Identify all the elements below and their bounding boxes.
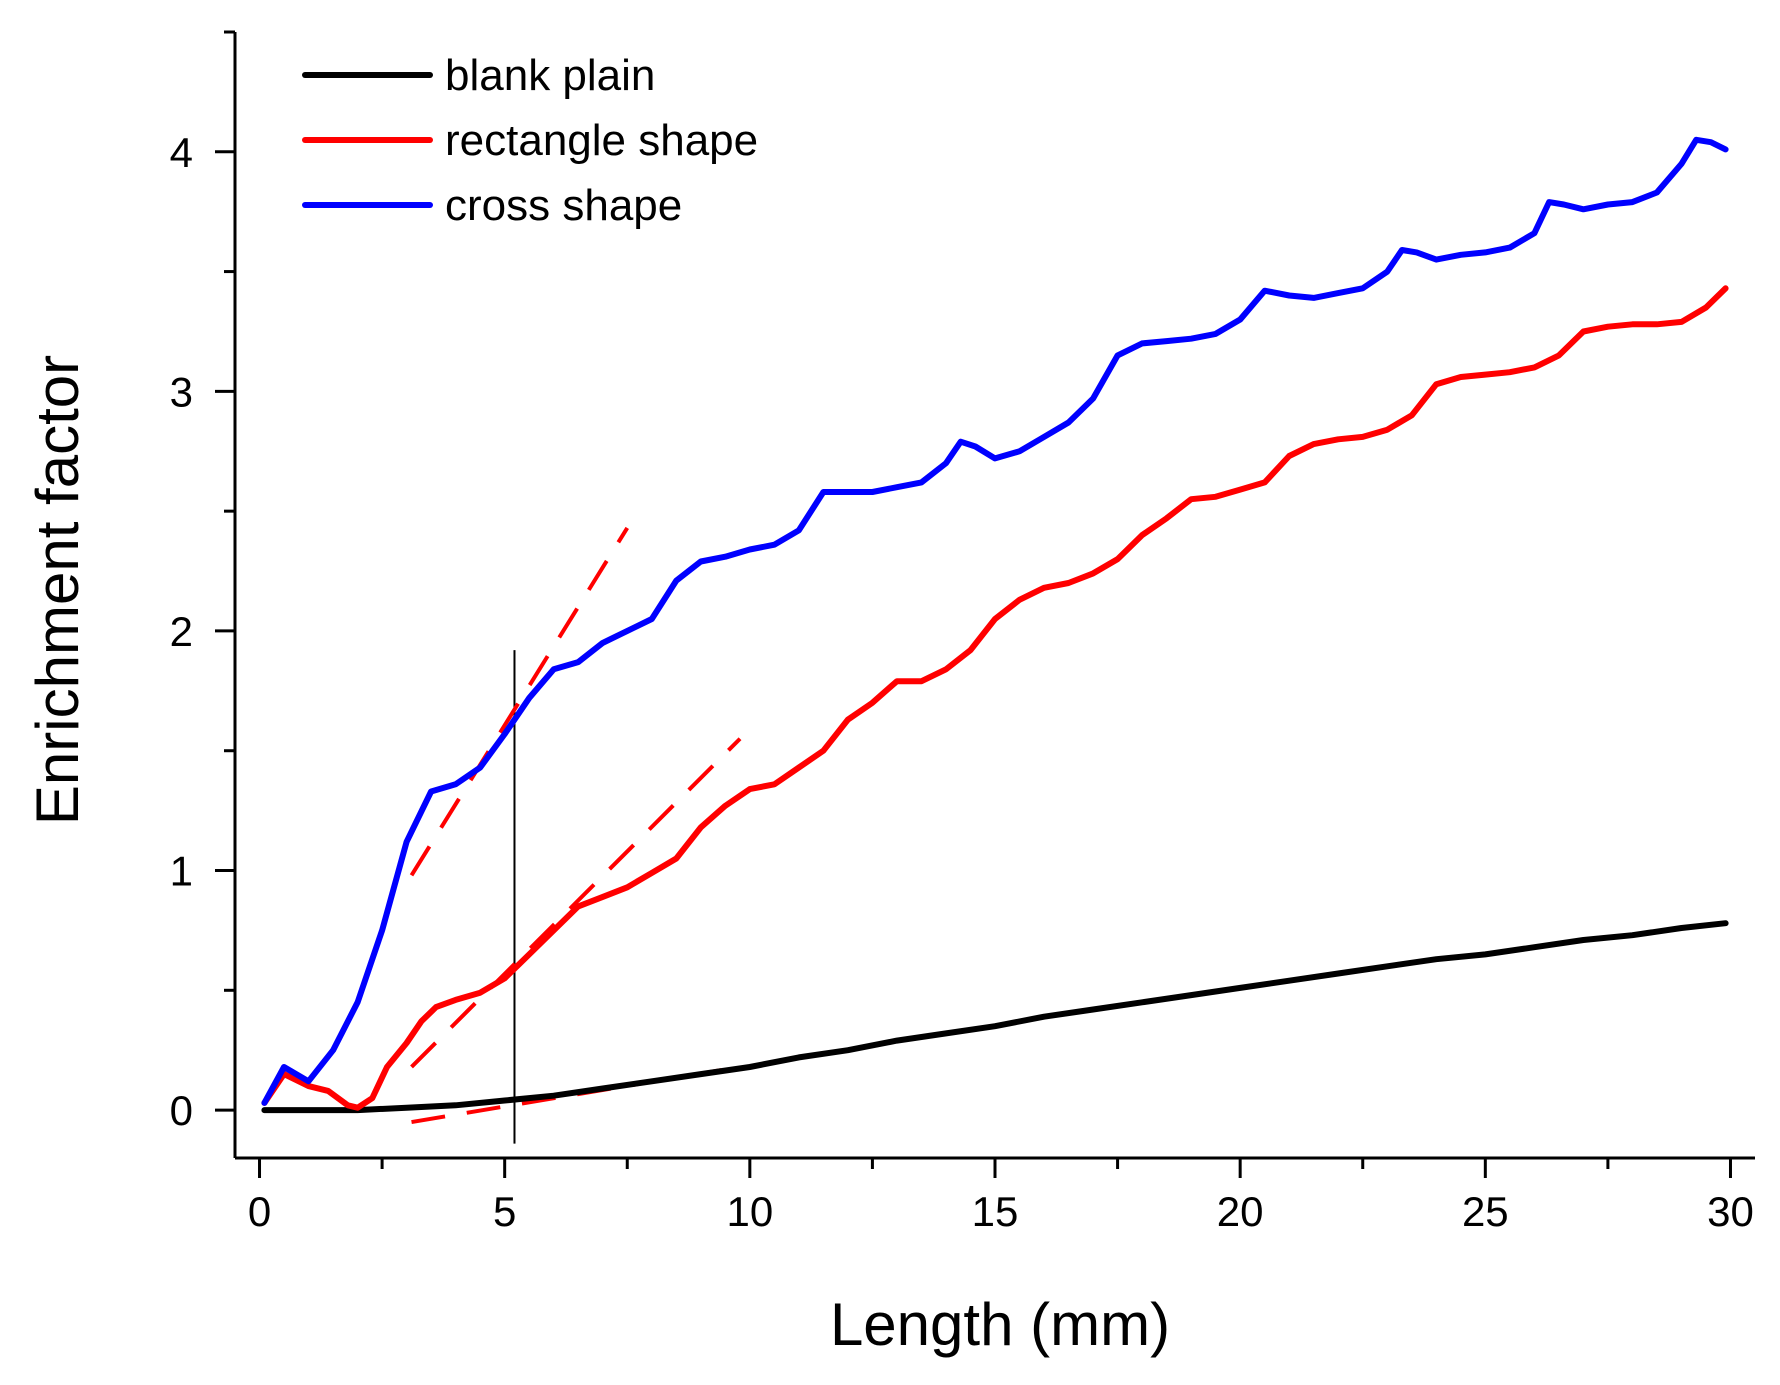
- y-tick-label: 2: [170, 608, 193, 655]
- axis-tick-labels: 0 5 10 15 20 25 30 0 1 2 3 4: [170, 129, 1754, 1235]
- y-tick-label: 1: [170, 848, 193, 895]
- series-line-rectangle-shape: [261, 285, 1729, 1111]
- x-tick-label: 20: [1217, 1188, 1264, 1235]
- x-tick-label: 5: [493, 1188, 516, 1235]
- y-tick-label: 0: [170, 1087, 193, 1134]
- annotations: [409, 526, 742, 1144]
- legend-label: blank plain: [445, 51, 655, 100]
- legend: blank plain rectangle shape cross shape: [302, 51, 758, 230]
- series-line-blank-plain: [261, 920, 1729, 1114]
- series-line-cross-shape: [261, 136, 1729, 1106]
- legend-label: rectangle shape: [445, 116, 758, 165]
- y-tick-label: 3: [170, 368, 193, 415]
- x-tick-label: 10: [726, 1188, 773, 1235]
- y-tick-label: 4: [170, 129, 193, 176]
- x-tick-label: 25: [1462, 1188, 1509, 1235]
- y-axis-title: Enrichment factor: [24, 355, 91, 825]
- fit-dashed-line: [410, 737, 742, 1069]
- fit-dashed-line: [409, 526, 629, 877]
- x-axis-title: Length (mm): [830, 1291, 1170, 1358]
- legend-label: cross shape: [445, 181, 682, 230]
- axis-ticks: [215, 30, 1732, 1178]
- x-tick-label: 0: [248, 1188, 271, 1235]
- series-lines: [261, 136, 1729, 1114]
- x-tick-label: 15: [972, 1188, 1019, 1235]
- x-tick-label: 30: [1707, 1188, 1754, 1235]
